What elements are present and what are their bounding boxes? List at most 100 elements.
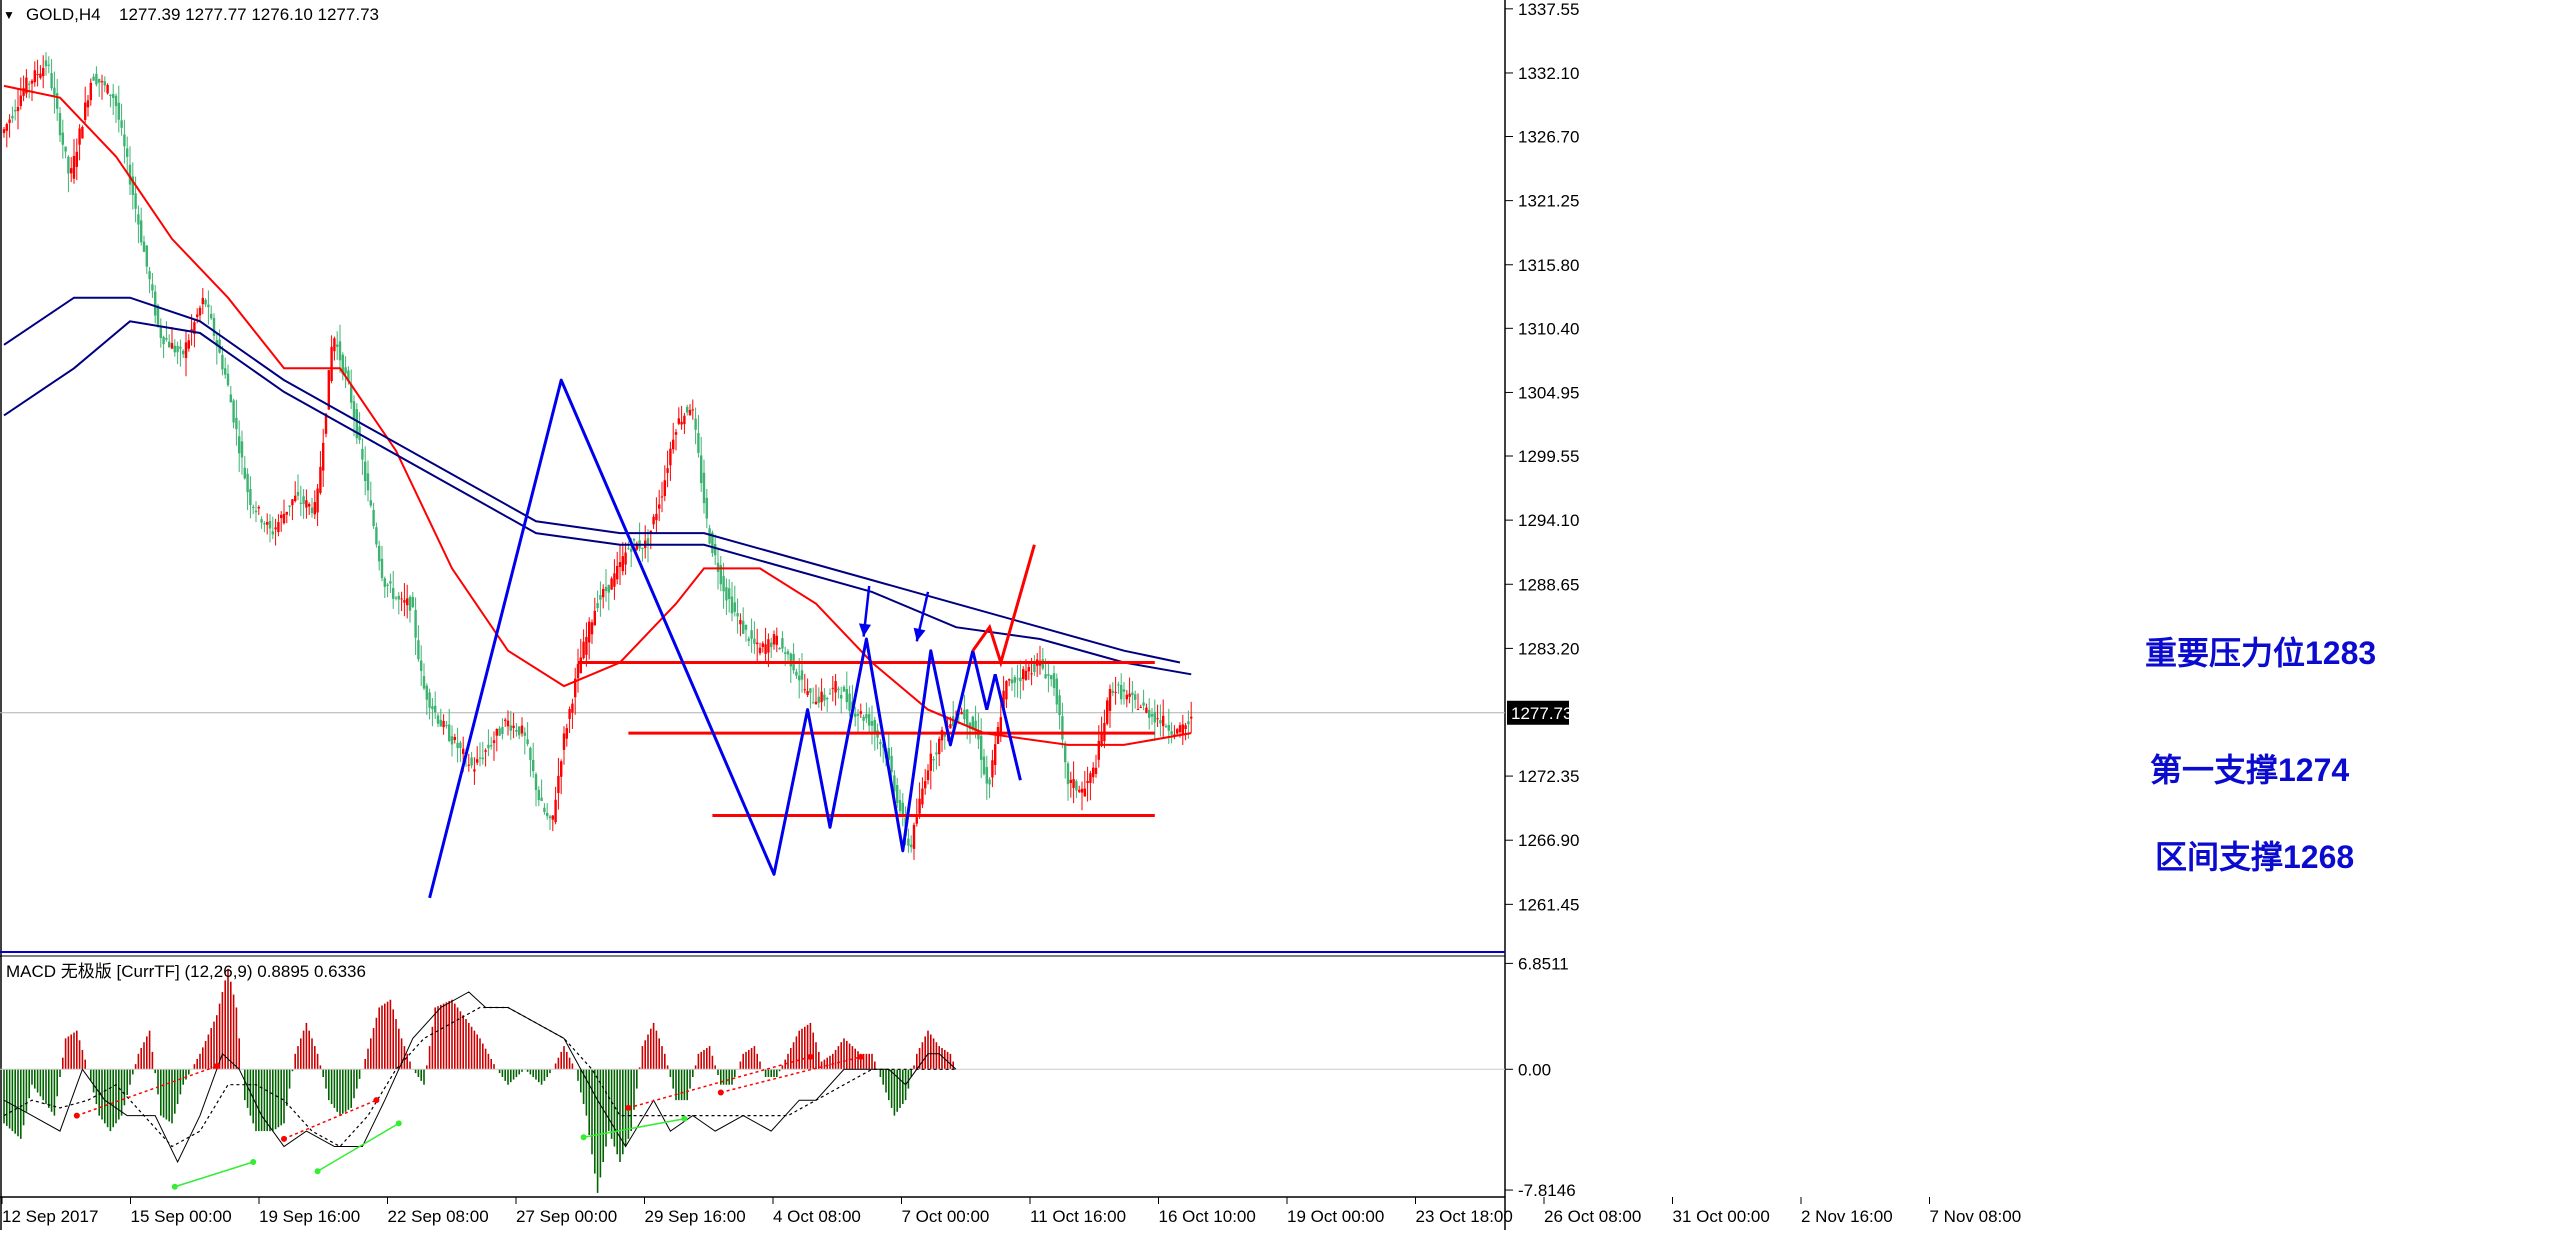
- time-tick-label: 22 Sep 08:00: [388, 1207, 489, 1226]
- axes: 1337.55 1332.10 1326.70 1321.25 1315.80 1310.…: [1, 0, 2021, 1226]
- candle-body: [826, 697, 829, 700]
- candle-body: [641, 547, 644, 550]
- candle-body: [291, 499, 294, 506]
- candle-body: [590, 622, 594, 635]
- candle-body: [350, 384, 353, 403]
- candle-body: [198, 307, 202, 316]
- candle-body: [263, 523, 266, 525]
- macd-panel: [0, 968, 1505, 1193]
- candle-body: [775, 635, 778, 645]
- candle-body: [873, 719, 876, 733]
- candle-body: [453, 736, 456, 741]
- candle-body: [389, 581, 392, 584]
- candle-body: [632, 539, 636, 541]
- pointer-arrowhead-1: [913, 627, 926, 642]
- candle-body: [935, 752, 938, 755]
- candle-body: [736, 613, 739, 617]
- price-tick-label: 1304.95: [1518, 383, 1579, 402]
- candle-body: [1075, 781, 1078, 791]
- candle-body: [81, 127, 84, 139]
- candle-body: [238, 436, 241, 454]
- candle-body: [1008, 679, 1011, 681]
- candle-body: [285, 511, 288, 515]
- divergence-line-1: [174, 1161, 254, 1188]
- candle-body: [408, 596, 412, 611]
- candle-body: [646, 538, 650, 546]
- candle-body: [33, 70, 36, 83]
- price-tick-label: 1261.45: [1518, 895, 1579, 914]
- candle-body: [1164, 726, 1168, 728]
- candle-body: [1139, 707, 1142, 709]
- candle-body: [1052, 673, 1056, 689]
- candle-body: [929, 753, 932, 771]
- candle-body: [658, 504, 661, 509]
- candle-body: [492, 740, 496, 744]
- candle-body: [229, 394, 232, 403]
- candle-body: [112, 94, 115, 98]
- candle-body: [383, 578, 386, 587]
- candle-body: [585, 636, 588, 655]
- candle-body: [316, 488, 319, 513]
- candle-body: [72, 156, 76, 179]
- candle-body: [859, 711, 862, 714]
- candle-body: [854, 713, 857, 717]
- candle-body: [719, 565, 722, 585]
- candle-body: [1106, 700, 1109, 724]
- candle-body: [1187, 721, 1190, 725]
- candle-body: [11, 116, 14, 119]
- candle-body: [392, 588, 395, 599]
- candle-body: [879, 741, 882, 745]
- candle-body: [943, 734, 946, 737]
- candle-body: [490, 745, 493, 747]
- candle-body: [982, 756, 986, 775]
- candle-body: [764, 644, 767, 654]
- price-tick-label: 1288.65: [1518, 575, 1579, 594]
- candle-body: [862, 716, 865, 721]
- candle-body: [730, 596, 734, 614]
- candle-body: [100, 81, 104, 83]
- candle-body: [649, 530, 652, 534]
- candle-body: [1019, 677, 1022, 682]
- candle-body: [1058, 695, 1061, 716]
- candle-body: [652, 516, 655, 525]
- candle-body: [728, 588, 731, 600]
- candle-body: [355, 409, 358, 439]
- divergence-dot: [395, 1120, 402, 1127]
- candle-body: [781, 638, 784, 649]
- candle-body: [722, 576, 725, 592]
- candle-body: [344, 367, 347, 374]
- candle-body: [820, 691, 823, 703]
- candle-body: [557, 775, 560, 794]
- candle-body: [518, 726, 521, 736]
- candle-body: [434, 705, 437, 713]
- candle-body: [98, 78, 101, 83]
- candle-body: [448, 724, 451, 741]
- candle-body: [30, 80, 34, 84]
- candle-body: [1030, 673, 1033, 675]
- candle-body: [1162, 715, 1165, 727]
- candle-body: [196, 314, 199, 317]
- candle-body: [823, 694, 826, 701]
- candle-body: [1111, 690, 1114, 693]
- candle-body: [319, 466, 322, 493]
- candle-body: [1184, 725, 1187, 730]
- menu-triangle-icon[interactable]: ▼: [3, 8, 15, 22]
- candle-body: [1061, 716, 1064, 740]
- divergence-dot: [807, 1053, 814, 1060]
- candle-body: [386, 584, 389, 586]
- candle-body: [1170, 731, 1173, 735]
- candle-body: [47, 64, 50, 66]
- candle-body: [84, 102, 87, 120]
- candle-body: [506, 720, 510, 727]
- candle-body: [425, 685, 428, 700]
- candle-body: [1092, 767, 1095, 778]
- candle-body: [246, 473, 249, 493]
- candle-body: [411, 596, 414, 608]
- candle-body: [767, 639, 770, 653]
- candle-body: [571, 703, 574, 713]
- candle-body: [798, 675, 801, 681]
- price-tick-label: 1332.10: [1518, 64, 1579, 83]
- candle-body: [725, 587, 728, 601]
- time-tick-label: 7 Oct 00:00: [902, 1207, 990, 1226]
